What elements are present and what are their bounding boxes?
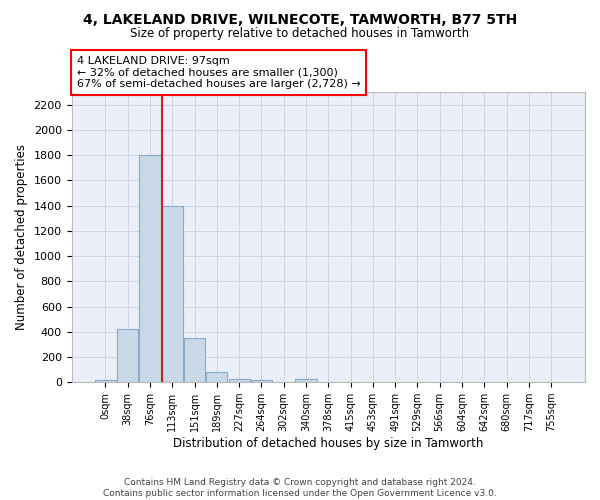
Bar [162,206,183,382]
Text: 4 LAKELAND DRIVE: 97sqm
← 32% of detached houses are smaller (1,300)
67% of semi: 4 LAKELAND DRIVE: 97sqm ← 32% of detache… [77,56,361,89]
Bar [95,380,116,382]
Bar [184,338,205,382]
Text: Size of property relative to detached houses in Tamworth: Size of property relative to detached ho… [130,28,470,40]
Bar [295,379,317,382]
Bar [229,379,250,382]
Bar [251,380,272,382]
Text: 4, LAKELAND DRIVE, WILNECOTE, TAMWORTH, B77 5TH: 4, LAKELAND DRIVE, WILNECOTE, TAMWORTH, … [83,12,517,26]
Y-axis label: Number of detached properties: Number of detached properties [15,144,28,330]
X-axis label: Distribution of detached houses by size in Tamworth: Distribution of detached houses by size … [173,437,484,450]
Bar [206,372,227,382]
Text: Contains HM Land Registry data © Crown copyright and database right 2024.
Contai: Contains HM Land Registry data © Crown c… [103,478,497,498]
Bar [117,329,139,382]
Bar [139,155,161,382]
